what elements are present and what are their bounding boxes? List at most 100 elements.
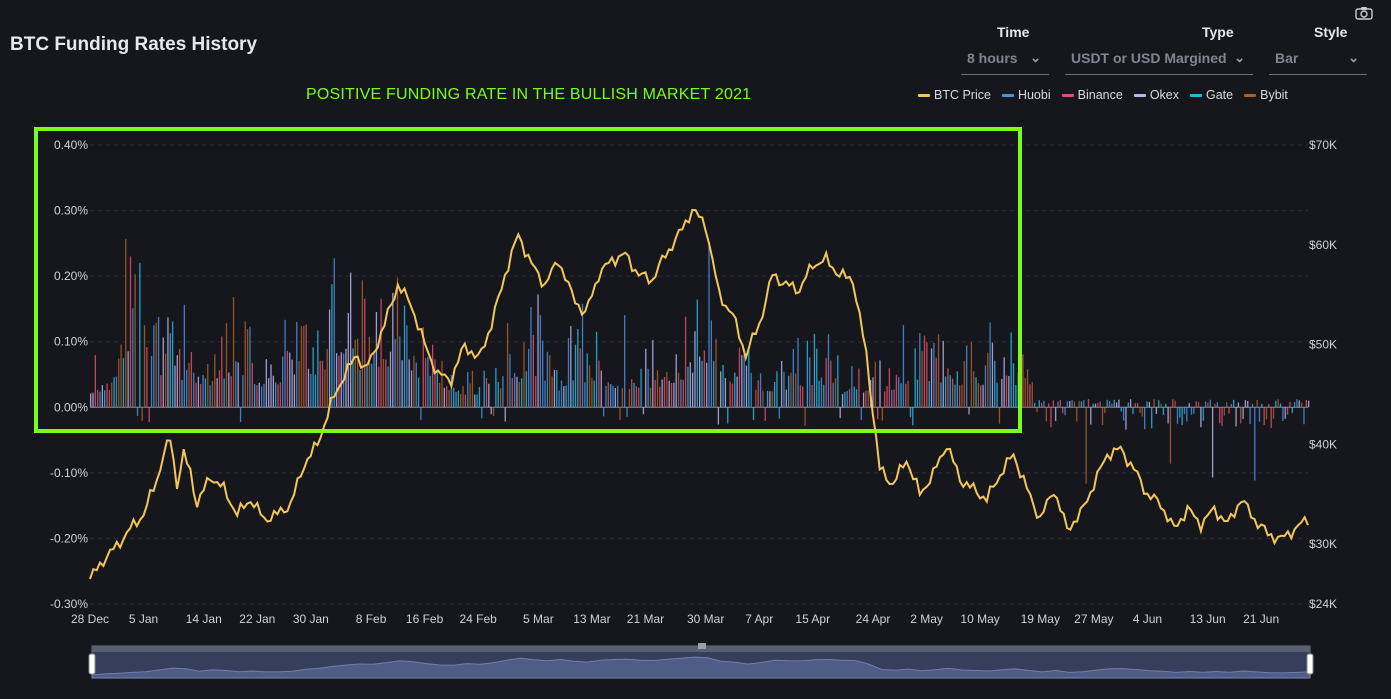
- funding-rate-bar: [1268, 403, 1270, 408]
- funding-rate-bar: [242, 375, 244, 408]
- funding-rate-bar: [745, 365, 748, 408]
- funding-rate-bar: [328, 309, 331, 408]
- funding-rate-bar: [347, 312, 349, 408]
- funding-rate-bar: [1160, 403, 1162, 408]
- funding-rate-bar: [624, 315, 626, 408]
- funding-rate-bar: [916, 379, 919, 408]
- funding-rate-bar: [1031, 381, 1033, 408]
- funding-rate-bar: [111, 382, 113, 408]
- funding-rate-bar: [485, 378, 488, 408]
- funding-rate-bar: [467, 372, 469, 408]
- navigator-handle-left[interactable]: [88, 653, 96, 675]
- funding-rate-bar: [1092, 403, 1094, 408]
- legend-bybit[interactable]: Bybit: [1244, 88, 1288, 102]
- funding-rate-bar: [399, 336, 401, 408]
- funding-rate-bar: [200, 383, 202, 408]
- funding-rate-bar: [855, 389, 858, 408]
- funding-rate-bar: [1127, 402, 1129, 408]
- btc-price-line: [89, 208, 1309, 580]
- funding-rate-bar: [300, 326, 303, 408]
- funding-rate-bar: [694, 331, 696, 408]
- funding-rate-bar: [118, 358, 120, 408]
- funding-rate-bar: [1195, 401, 1197, 408]
- legend-binance[interactable]: Binance: [1061, 88, 1123, 102]
- x-tick-label: 30 Mar: [687, 612, 724, 626]
- funding-rate-bar: [157, 316, 160, 408]
- funding-rate-bar: [153, 325, 155, 408]
- funding-rate-bar: [736, 376, 738, 408]
- funding-rate-bar: [401, 360, 403, 408]
- funding-rate-bar: [1048, 403, 1050, 408]
- funding-rate-bar: [832, 382, 834, 408]
- funding-rate-bar: [528, 348, 530, 408]
- y-tick-label: -0.10%: [50, 466, 88, 480]
- funding-rate-bar: [935, 357, 937, 408]
- funding-rate-bar: [1155, 407, 1158, 414]
- funding-rate-bar: [691, 372, 694, 408]
- funding-rate-bar: [373, 352, 375, 408]
- funding-rate-bar: [209, 385, 211, 408]
- funding-rate-bar: [497, 381, 499, 408]
- funding-rate-bar: [560, 380, 563, 408]
- funding-rate-bar: [1169, 407, 1172, 464]
- funding-rate-bar: [317, 330, 319, 408]
- funding-rate-bar: [912, 407, 914, 426]
- funding-rate-bar: [858, 368, 860, 408]
- navigator-grip-icon: [698, 643, 706, 649]
- funding-rate-bar: [879, 360, 881, 408]
- funding-rate-bar: [1045, 407, 1047, 422]
- x-tick-label: 13 Mar: [573, 612, 610, 626]
- funding-rate-bar: [628, 389, 631, 408]
- funding-rate-bar: [530, 306, 532, 408]
- funding-rate-bar: [392, 292, 394, 408]
- legend-btc-price[interactable]: BTC Price: [918, 88, 991, 102]
- x-tick-label: 30 Jan: [293, 612, 329, 626]
- funding-rate-bar: [670, 383, 673, 408]
- funding-rate-bar: [251, 362, 253, 408]
- funding-rate-bar: [565, 385, 567, 408]
- type-select[interactable]: USDT or USD Margined ⌄: [1065, 46, 1253, 75]
- funding-rate-bar: [387, 366, 389, 408]
- funding-rate-bar: [207, 363, 209, 408]
- funding-rate-bar: [968, 407, 970, 415]
- funding-rate-bar: [600, 370, 602, 408]
- funding-rate-bar: [146, 347, 148, 408]
- funding-rate-bar: [584, 382, 586, 408]
- funding-rate-bar: [197, 376, 200, 408]
- funding-rate-bar: [802, 386, 804, 408]
- range-navigator: [88, 643, 1314, 679]
- legend-okex[interactable]: Okex: [1133, 88, 1179, 102]
- funding-rate-bar: [785, 389, 787, 408]
- funding-rate-bar: [1097, 402, 1099, 408]
- funding-rate-bar: [933, 342, 935, 408]
- funding-rate-bar: [537, 294, 539, 408]
- funding-rate-bar: [1076, 407, 1078, 422]
- funding-rate-bar: [260, 386, 263, 408]
- funding-rate-bar: [1043, 400, 1045, 408]
- funding-rate-bar: [703, 350, 705, 408]
- funding-rate-bar: [1057, 401, 1059, 408]
- legend-huobi[interactable]: Huobi: [1001, 88, 1051, 102]
- funding-rate-bar: [1083, 400, 1085, 408]
- funding-rate-bar: [1284, 407, 1286, 419]
- funding-rate-bar: [551, 376, 553, 408]
- legend-gate[interactable]: Gate: [1190, 88, 1233, 102]
- funding-rate-bar: [476, 394, 478, 408]
- navigator-handle-right[interactable]: [1306, 653, 1314, 675]
- funding-rate-bar: [544, 380, 546, 408]
- funding-rate-bar: [579, 348, 581, 408]
- type-select-value: USDT or USD Margined: [1071, 50, 1227, 66]
- x-tick-label: 24 Feb: [459, 612, 497, 626]
- funding-rate-bar: [143, 325, 146, 408]
- style-select[interactable]: Bar ⌄: [1269, 46, 1367, 75]
- funding-rate-bar: [1003, 357, 1005, 408]
- funding-rate-bar: [1090, 407, 1092, 425]
- x-tick-label: 22 Jan: [239, 612, 275, 626]
- funding-rate-bar: [1015, 385, 1017, 408]
- funding-rate-bar: [902, 325, 905, 408]
- axes: 0.40% 0.30% 0.20% 0.10% 0.00% -0.10% -0.20% -0.…: [50, 138, 1337, 626]
- funding-rate-bar: [825, 357, 827, 408]
- time-select[interactable]: 8 hours ⌄: [961, 46, 1049, 75]
- funding-rate-bar: [1279, 403, 1282, 408]
- camera-icon[interactable]: [1355, 6, 1373, 20]
